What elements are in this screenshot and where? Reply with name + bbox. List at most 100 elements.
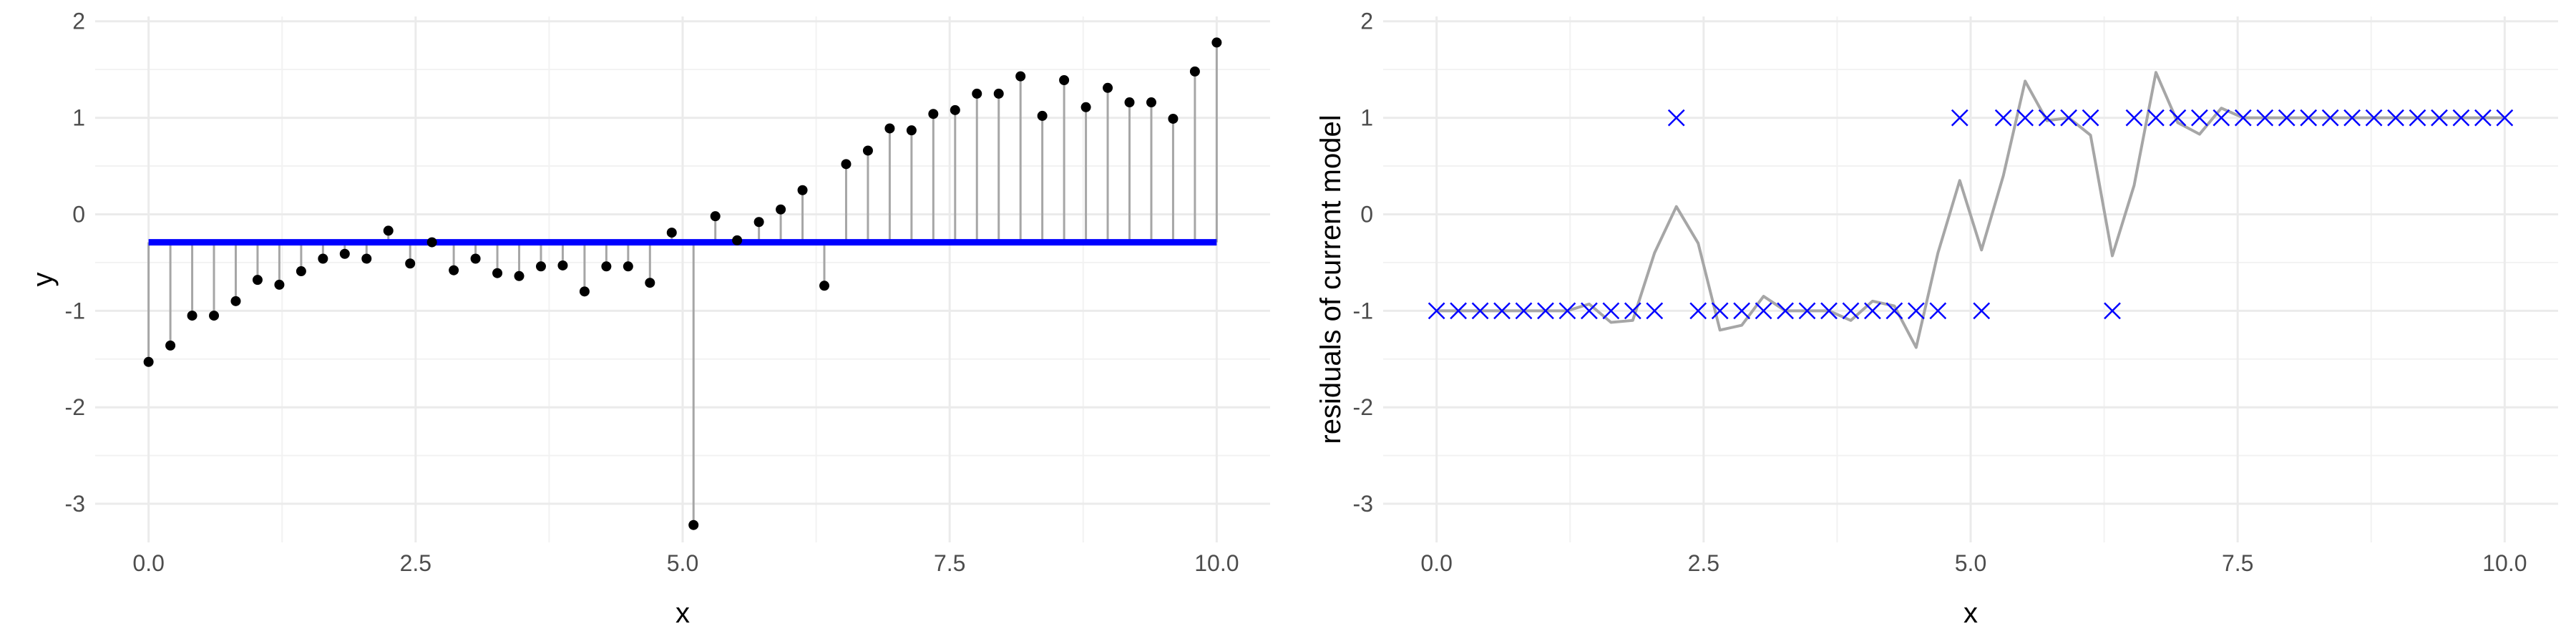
point xyxy=(1211,37,1222,48)
cross-marker xyxy=(2190,109,2208,127)
point xyxy=(776,204,786,215)
cross-marker xyxy=(1820,302,1838,320)
point xyxy=(1146,97,1156,108)
residual-line xyxy=(1436,71,2505,349)
point xyxy=(383,225,394,236)
cross-marker xyxy=(1667,109,1685,127)
point xyxy=(1059,75,1070,86)
point xyxy=(1015,71,1026,82)
cross-marker xyxy=(1755,302,1772,320)
y-axis-title: residuals of current model xyxy=(1315,114,1347,444)
cross-marker xyxy=(2409,109,2426,127)
cross-marker xyxy=(2300,109,2318,127)
cross-marker xyxy=(2016,109,2034,127)
cross-marker xyxy=(2365,109,2383,127)
cross-marker xyxy=(1537,302,1554,320)
cross-marker xyxy=(2234,109,2252,127)
x-tick-label: 0.0 xyxy=(1420,550,1452,576)
cross-marker xyxy=(2082,109,2099,127)
cross-marker xyxy=(1428,302,1445,320)
point xyxy=(470,253,481,264)
cross-marker xyxy=(2060,109,2077,127)
point xyxy=(753,217,764,228)
cross-marker xyxy=(1493,302,1511,320)
point xyxy=(405,258,416,269)
cross-marker xyxy=(1864,302,1881,320)
cross-marker xyxy=(2125,109,2143,127)
point xyxy=(819,280,830,291)
cross-marker xyxy=(1602,302,1620,320)
point xyxy=(514,270,525,281)
cross-marker xyxy=(1842,302,1860,320)
cross-marker xyxy=(2431,109,2448,127)
cross-marker xyxy=(1689,302,1707,320)
point xyxy=(1189,66,1200,77)
point xyxy=(666,228,677,238)
cross-marker xyxy=(1973,302,1991,320)
point xyxy=(1037,110,1048,121)
cross-marker xyxy=(1907,302,1925,320)
cross-marker xyxy=(1515,302,1533,320)
cross-marker xyxy=(2169,109,2187,127)
x-axis-title: x xyxy=(675,597,690,629)
y-tick-label: -2 xyxy=(1353,394,1373,420)
point xyxy=(339,248,350,259)
cross-marker xyxy=(2256,109,2274,127)
cross-marker xyxy=(2038,109,2056,127)
point xyxy=(274,279,285,290)
cross-marker xyxy=(1885,302,1903,320)
x-tick-label: 7.5 xyxy=(934,550,965,576)
point xyxy=(535,261,546,272)
point xyxy=(928,109,939,119)
x-tick-label: 2.5 xyxy=(400,550,431,576)
point xyxy=(209,311,220,321)
cross-marker xyxy=(1646,302,1664,320)
x-tick-label: 5.0 xyxy=(1955,550,1986,576)
y-tick-label: 2 xyxy=(72,9,85,34)
x-tick-label: 10.0 xyxy=(2482,550,2527,576)
cross-marker xyxy=(1951,109,1968,127)
point xyxy=(884,123,895,134)
point xyxy=(862,145,873,156)
point xyxy=(318,253,328,264)
cross-marker xyxy=(1581,302,1598,320)
panel: 0.0 2.5 5.0 7.5 10.0 -3 -2 -1 0 1 2 x residuals of c… xyxy=(1315,9,2558,629)
cross-marker xyxy=(2147,109,2165,127)
point xyxy=(1080,102,1091,112)
point xyxy=(1124,97,1135,108)
y-tick-label: 0 xyxy=(72,201,85,227)
point xyxy=(950,104,960,115)
point xyxy=(187,311,197,321)
y-tick-label: 1 xyxy=(1360,105,1373,131)
point xyxy=(797,185,808,195)
y-tick-label: -2 xyxy=(65,394,85,420)
y-tick-label: -3 xyxy=(1353,491,1373,517)
cross-marker xyxy=(2387,109,2404,127)
cross-marker xyxy=(1733,302,1751,320)
point xyxy=(688,519,699,530)
y-tick-label: -1 xyxy=(65,298,85,323)
x-axis-title: x xyxy=(1963,597,1978,629)
x-tick-label: 10.0 xyxy=(1194,550,1239,576)
point xyxy=(732,235,743,245)
x-tick-label: 0.0 xyxy=(132,550,164,576)
point xyxy=(426,237,437,248)
cross-marker xyxy=(1711,302,1729,320)
x-tick-label: 7.5 xyxy=(2222,550,2253,576)
point xyxy=(645,278,655,288)
cross-marker xyxy=(1624,302,1641,320)
point xyxy=(165,340,176,351)
point xyxy=(296,266,306,277)
cross-marker xyxy=(2212,109,2230,127)
x-tick-label: 2.5 xyxy=(1688,550,1719,576)
point xyxy=(623,261,633,272)
point xyxy=(143,356,154,367)
y-tick-label: 2 xyxy=(1360,9,1373,34)
point xyxy=(557,260,568,270)
point xyxy=(1168,113,1179,124)
cross-marker xyxy=(2321,109,2339,127)
y-tick-label: 0 xyxy=(1360,201,1373,227)
cross-marker xyxy=(1994,109,2012,127)
cross-marker xyxy=(2452,109,2470,127)
